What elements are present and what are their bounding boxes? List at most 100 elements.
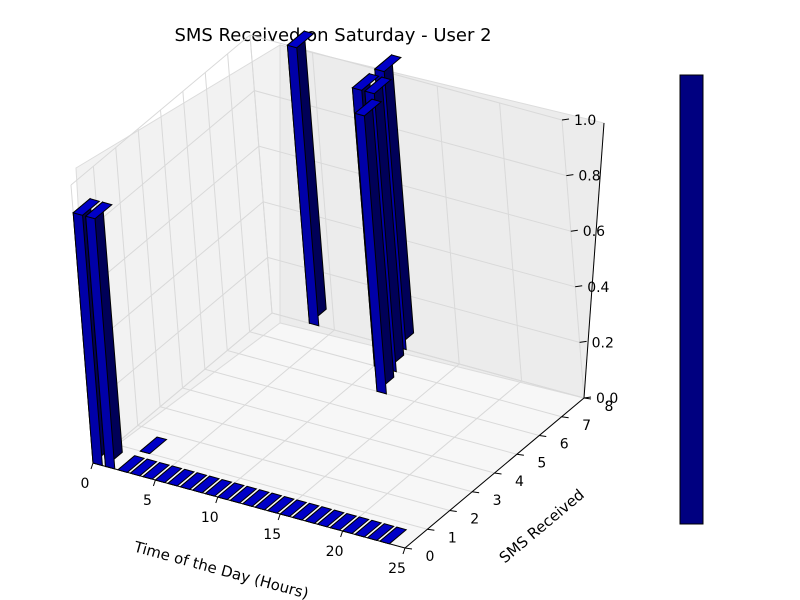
bar-top-face (329, 512, 358, 531)
bar (166, 468, 196, 487)
x-tick-mark (152, 479, 156, 487)
bar (179, 472, 208, 490)
bar (191, 475, 221, 494)
bar (354, 519, 383, 538)
z-gridline (88, 256, 580, 408)
x-tick-label: 0 (81, 476, 90, 492)
y-tick-label: 8 (605, 399, 614, 415)
bar-top-face (129, 458, 158, 477)
bar-top-face (204, 478, 233, 497)
z-gridline (75, 90, 567, 241)
bar (216, 482, 245, 501)
bar-top-face (166, 468, 196, 487)
bar-top-face (304, 506, 333, 524)
y-tick-label: 1 (448, 530, 457, 546)
bar (116, 455, 146, 473)
y-tick-mark (427, 528, 435, 531)
bar (366, 523, 395, 541)
bar-top-face (139, 436, 168, 455)
bar-top-face (154, 465, 183, 484)
x-tick-label: 15 (263, 527, 281, 543)
y-tick-mark (472, 491, 480, 494)
bar (141, 461, 171, 480)
x-tick-mark (402, 547, 406, 555)
bar-top-face (286, 30, 315, 49)
bars (72, 30, 415, 545)
z-tick-label: 0.8 (578, 169, 600, 185)
y-tick-label: 7 (582, 418, 591, 434)
bar-top-face (72, 198, 101, 216)
bar-top-face (229, 485, 258, 504)
bar-top-face (84, 201, 113, 220)
bar (154, 465, 183, 484)
bar (353, 98, 395, 395)
y-tick-mark (516, 453, 524, 456)
y-tick-label: 4 (515, 474, 524, 490)
bar (241, 489, 270, 507)
bar-top-face (353, 98, 383, 117)
bar-top-face (373, 54, 402, 73)
y-tick-label: 0 (426, 549, 435, 565)
y-tick-mark (561, 416, 569, 419)
z-tick-mark (566, 174, 574, 177)
x-tick-label: 20 (326, 544, 344, 560)
y-tick-mark (449, 510, 457, 512)
z-tick-mark (583, 396, 592, 399)
y-tick-mark (404, 547, 413, 550)
x-tick-label: 10 (201, 510, 219, 526)
z-tick-label: 0.0 (596, 391, 618, 407)
colorbar (679, 74, 704, 525)
bar-top-face (191, 475, 221, 494)
y-tick-label: 2 (470, 512, 479, 528)
bar-top-face (141, 461, 171, 480)
z-tick-label: 0.2 (592, 335, 614, 351)
bar-top-face (179, 472, 208, 490)
x-tick-mark (90, 462, 94, 470)
bar-top-face (341, 516, 370, 535)
z-gridline (70, 34, 563, 186)
z-tick-label: 1.0 (574, 113, 596, 129)
z-tick-mark (570, 229, 578, 232)
bar (304, 506, 333, 524)
bar (329, 512, 358, 531)
z-axis-line (583, 122, 605, 399)
bar-top-face (254, 492, 283, 511)
z-tick-label: 0.6 (583, 224, 605, 240)
bar-top-face (216, 482, 245, 501)
bar (84, 201, 123, 470)
y-tick-label: 6 (560, 437, 569, 453)
bar-top-face (116, 455, 146, 473)
z-tick-mark (579, 340, 587, 343)
x-tick-mark (215, 496, 219, 504)
x-tick-mark (340, 530, 344, 538)
z-tick-label: 0.4 (587, 280, 609, 296)
bar (266, 495, 295, 514)
chart-title: SMS Received on Saturday - User 2 (174, 25, 491, 46)
bar (279, 499, 308, 518)
x-tick-label: 5 (143, 493, 152, 509)
z-gridline (83, 201, 576, 353)
bar (316, 509, 345, 528)
y-tick-label: 5 (537, 455, 546, 471)
z-gridline (79, 145, 571, 297)
y-tick-mark (539, 435, 547, 437)
bar (254, 492, 283, 511)
bar-top-face (366, 523, 395, 541)
bar-top-face (363, 76, 393, 95)
z-gridline (92, 312, 585, 464)
bar-top-face (291, 502, 320, 521)
bar (291, 502, 320, 521)
bar-top-face (351, 73, 380, 91)
bar (229, 485, 258, 504)
bar-top-face (241, 489, 270, 507)
y-tick-label: 3 (493, 493, 502, 509)
bar (204, 478, 233, 497)
bar (378, 526, 408, 545)
bar (286, 30, 327, 327)
bar-top-face (279, 499, 308, 518)
y-tick-mark (494, 472, 502, 475)
z-tick-mark (561, 118, 570, 121)
bar (341, 516, 370, 535)
